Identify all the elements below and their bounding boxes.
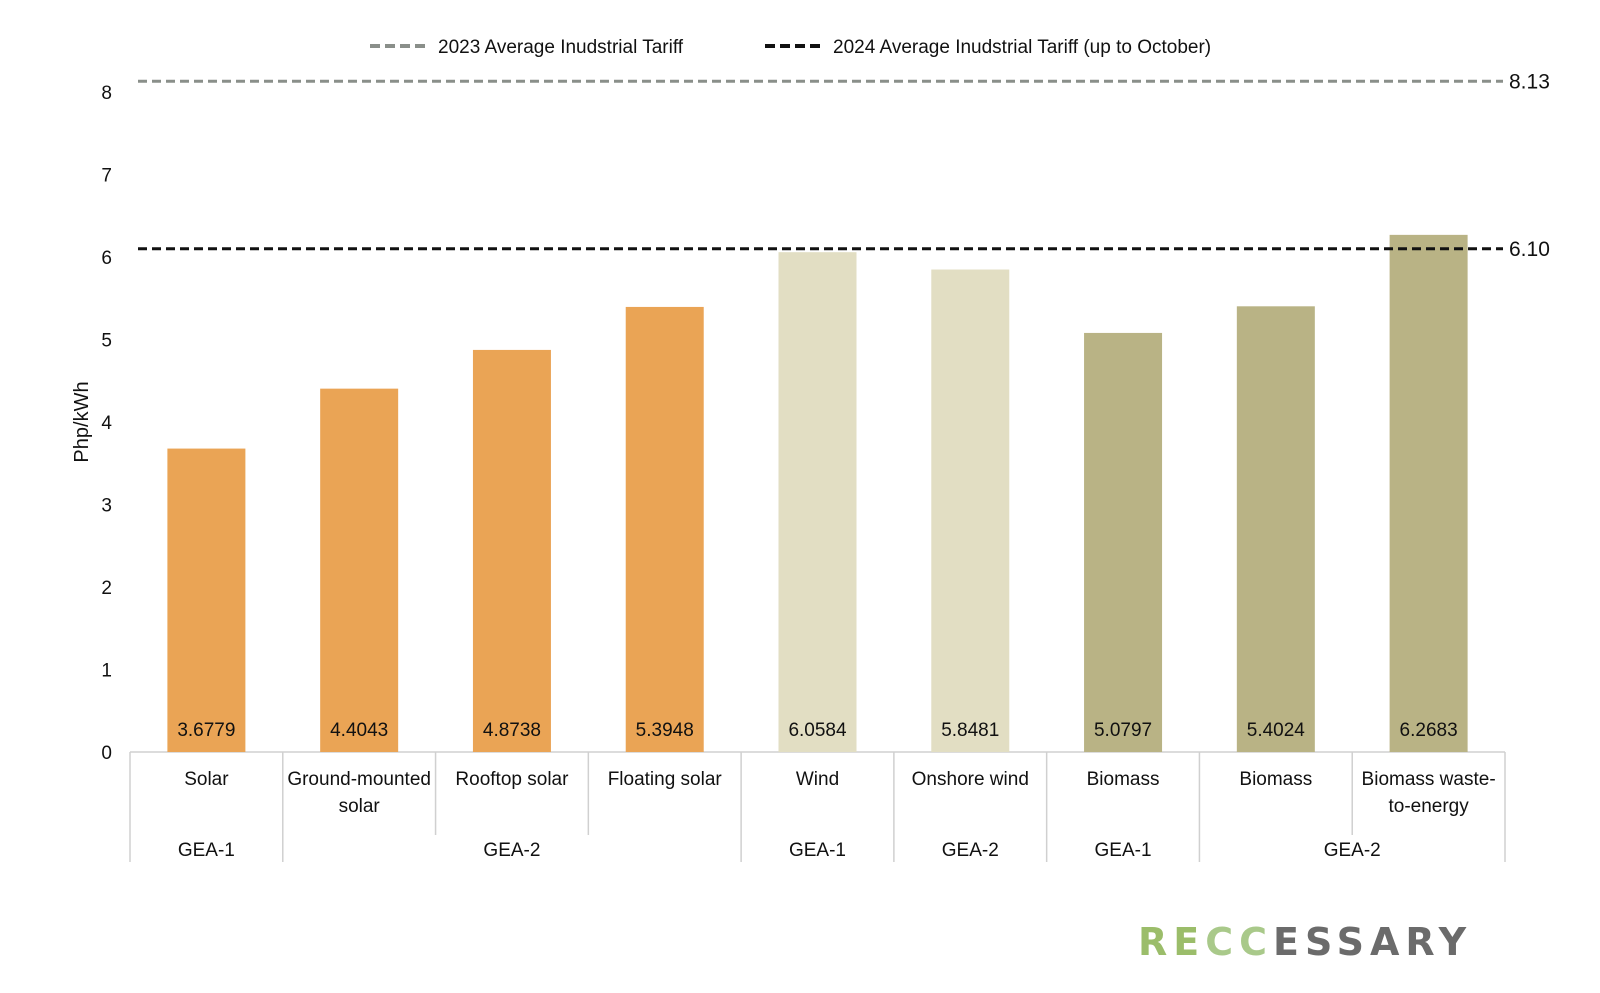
category-label: solar	[339, 796, 381, 817]
y-tick-label: 3	[101, 496, 112, 517]
y-tick-label: 7	[101, 166, 112, 187]
category-label: Biomass	[1087, 769, 1160, 790]
data-label: 3.6779	[177, 720, 235, 741]
bars-layer: 3.6779 4.4043 4.8738 5.3948 6.0584 5.8481 5.07…	[167, 234, 1468, 753]
y-tick-label: 6	[101, 248, 112, 269]
reference-line-label: 8.13	[1509, 70, 1550, 93]
y-axis-title: Php/kWh	[71, 381, 93, 462]
legend-entry: 2024 Average Inudstrial Tariff (up to Oc…	[833, 37, 1211, 58]
category-label: Solar	[184, 769, 229, 790]
logo-part: CC	[1205, 920, 1274, 964]
y-tick-label: 8	[101, 83, 112, 104]
category-label: Wind	[796, 769, 839, 790]
legend-entry: 2023 Average Inudstrial Tariff	[438, 37, 684, 58]
y-tick-label: 5	[101, 331, 112, 352]
data-label: 5.3948	[636, 720, 694, 741]
group-label: GEA-2	[942, 840, 999, 861]
category-label: Biomass waste-	[1362, 769, 1496, 790]
category-label: Rooftop solar	[455, 769, 569, 790]
category-label: to-energy	[1388, 796, 1469, 817]
bar	[472, 349, 551, 752]
reference-line-label: 6.10	[1509, 238, 1550, 261]
category-label: Biomass	[1239, 769, 1312, 790]
group-label: GEA-2	[483, 840, 540, 861]
data-label: 5.8481	[941, 720, 999, 741]
y-tick-label: 1	[101, 661, 112, 682]
group-label: GEA-2	[1324, 840, 1381, 861]
group-label: GEA-1	[1095, 840, 1152, 861]
data-label: 6.2683	[1400, 720, 1458, 741]
bar	[1084, 332, 1163, 752]
category-label: Onshore wind	[912, 769, 1029, 790]
y-tick-label: 4	[101, 413, 112, 434]
logo-part: E	[1173, 920, 1206, 964]
legend: 2023 Average Inudstrial Tariff 2024 Avera…	[370, 37, 1211, 58]
bar	[167, 448, 246, 752]
reccessary-logo: RECCESSARY	[1138, 920, 1472, 964]
data-label: 5.4024	[1247, 720, 1306, 741]
y-tick-label: 2	[101, 578, 112, 599]
data-label: 6.0584	[788, 720, 847, 741]
logo-part: ESSARY	[1273, 920, 1473, 964]
bar	[1389, 234, 1468, 753]
bar	[931, 269, 1010, 752]
data-label: 4.8738	[483, 720, 541, 741]
data-label: 5.0797	[1094, 720, 1152, 741]
group-label: GEA-1	[178, 840, 235, 861]
logo-part: R	[1138, 920, 1174, 964]
group-label: GEA-1	[789, 840, 846, 861]
category-label: Floating solar	[608, 769, 723, 790]
data-label: 4.4043	[330, 720, 388, 741]
bar	[320, 388, 399, 752]
bar	[778, 252, 857, 752]
bar	[1236, 306, 1315, 752]
category-label: Ground-mounted	[287, 769, 431, 790]
bar	[625, 306, 704, 752]
y-tick-label: 0	[101, 743, 112, 764]
reference-lines-layer: 8.13 6.10	[138, 70, 1550, 261]
